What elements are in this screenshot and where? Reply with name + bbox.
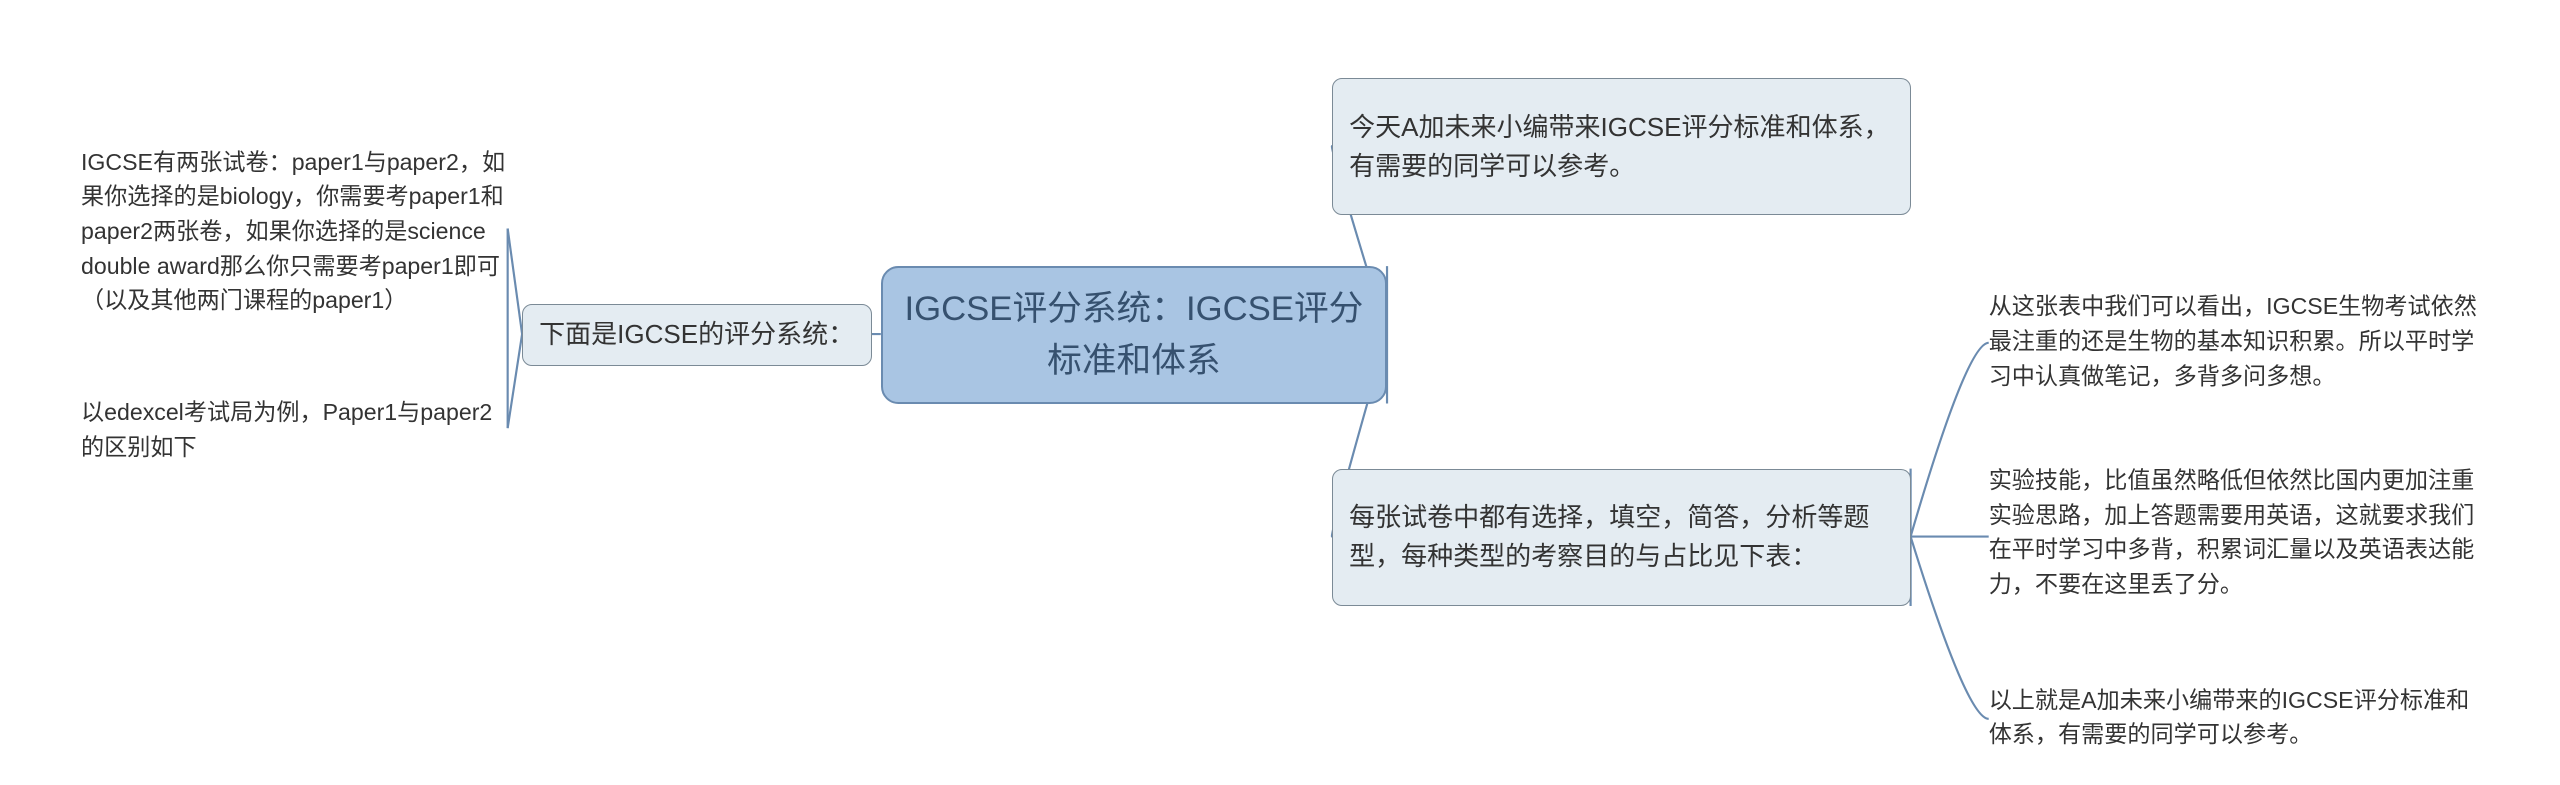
branch-question-types[interactable]: 每张试卷中都有选择，填空，简答，分析等题型，每种类型的考察目的与占比见下表： [1332,469,1911,606]
branch-intro-label: 今天A加未来小编带来IGCSE评分标准和体系，有需要的同学可以参考。 [1349,108,1894,186]
root-label: IGCSE评分系统：IGCSE评分标准和体系 [901,283,1367,387]
mindmap-canvas: IGCSE评分系统：IGCSE评分标准和体系 今天A加未来小编带来IGCSE评分… [0,0,2560,785]
leaf-papers-description-text: IGCSE有两张试卷：paper1与paper2，如果你选择的是biology，… [81,149,505,314]
root-node[interactable]: IGCSE评分系统：IGCSE评分标准和体系 [881,266,1387,403]
leaf-lab-skills-text: 实验技能，比值虽然略低但依然比国内更加注重实验思路，加上答题需要用英语，这就要求… [1989,467,2475,597]
branch-intro[interactable]: 今天A加未来小编带来IGCSE评分标准和体系，有需要的同学可以参考。 [1332,78,1911,215]
leaf-edexcel-example[interactable]: 以edexcel考试局为例，Paper1与paper2的区别如下 [81,395,508,464]
leaf-bio-knowledge-text: 从这张表中我们可以看出，IGCSE生物考试依然最注重的还是生物的基本知识积累。所… [1989,293,2477,388]
branch-grading-system-label: 下面是IGCSE的评分系统： [539,315,854,354]
leaf-lab-skills[interactable]: 实验技能，比值虽然略低但依然比国内更加注重实验思路，加上答题需要用英语，这就要求… [1989,463,2481,602]
leaf-summary[interactable]: 以上就是A加未来小编带来的IGCSE评分标准和体系，有需要的同学可以参考。 [1989,683,2481,752]
leaf-summary-text: 以上就是A加未来小编带来的IGCSE评分标准和体系，有需要的同学可以参考。 [1989,687,2470,748]
branch-question-types-label: 每张试卷中都有选择，填空，简答，分析等题型，每种类型的考察目的与占比见下表： [1349,498,1894,576]
leaf-bio-knowledge[interactable]: 从这张表中我们可以看出，IGCSE生物考试依然最注重的还是生物的基本知识积累。所… [1989,289,2481,393]
branch-grading-system[interactable]: 下面是IGCSE的评分系统： [522,304,872,366]
leaf-edexcel-example-text: 以edexcel考试局为例，Paper1与paper2的区别如下 [81,399,492,460]
leaf-papers-description[interactable]: IGCSE有两张试卷：paper1与paper2，如果你选择的是biology，… [81,145,508,319]
